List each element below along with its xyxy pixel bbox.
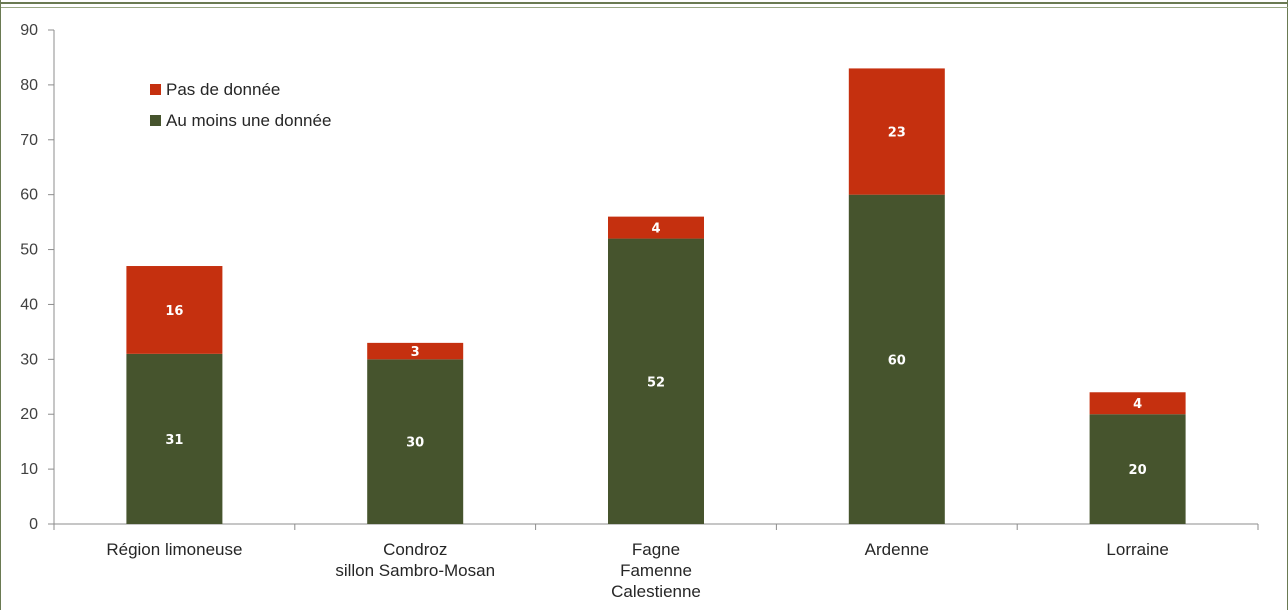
x-category-label-line: Région limoneuse: [106, 540, 242, 559]
bars: 31 16 30 3 52 4 60 23 20 4: [126, 68, 1186, 525]
x-category-label-line: Condroz: [383, 540, 447, 559]
y-axis: 0 10 20 30 40 50 60 70 80 90: [20, 22, 55, 533]
legend-label: Au moins une donnée: [166, 111, 331, 130]
bar-segment: [608, 216, 704, 239]
bar-segment: [1089, 392, 1186, 415]
legend-label: Pas de donnée: [166, 80, 280, 99]
bar-data-label: 52: [647, 375, 665, 390]
bar-segment: [608, 238, 704, 525]
y-tick-label: 30: [20, 351, 38, 368]
x-category-label: Lorraine: [1106, 540, 1168, 559]
bar-segment: [126, 266, 223, 354]
x-category-label-line: sillon Sambro-Mosan: [335, 561, 495, 580]
bar-data-label: 4: [651, 222, 660, 237]
bar-data-label: 30: [406, 436, 424, 451]
bar-data-label: 23: [888, 126, 906, 141]
legend-swatch: [150, 115, 161, 126]
bar-data-label: 31: [165, 433, 183, 448]
top-border-rule-thin: [1, 7, 1288, 8]
y-tick-label: 10: [20, 461, 38, 478]
x-category-label-line: Famenne: [620, 561, 692, 580]
legend-swatch: [150, 84, 161, 95]
top-border-rule: [1, 2, 1288, 4]
bar-data-label: 3: [411, 345, 420, 360]
x-category-label: Région limoneuse: [106, 540, 242, 559]
x-category-label: Ardenne: [865, 540, 929, 559]
bar-data-label: 4: [1133, 397, 1142, 412]
bar-segment: [848, 68, 945, 195]
bar-segment: [848, 194, 945, 524]
bar-segment: [367, 359, 464, 524]
bar-segment: [367, 342, 464, 360]
x-category-label-line: Fagne: [632, 540, 680, 559]
y-tick-label: 40: [20, 296, 38, 313]
y-tick-label: 80: [20, 77, 38, 94]
y-tick-label: 0: [29, 516, 38, 533]
y-tick-label: 70: [20, 132, 38, 149]
bar-data-label: 16: [165, 304, 183, 319]
y-tick-label: 60: [20, 187, 38, 204]
bar-segment: [126, 353, 223, 524]
bar-data-label: 20: [1129, 463, 1147, 478]
x-axis: Région limoneuse Condroz sillon Sambro-Mos…: [53, 523, 1259, 601]
x-category-label: Fagne Famenne Calestienne: [611, 540, 701, 601]
y-tick-label: 50: [20, 242, 38, 259]
x-category-label: Condroz sillon Sambro-Mosan: [335, 540, 495, 580]
legend: Pas de donnée Au moins une donnée: [150, 80, 331, 130]
x-category-label-line: Ardenne: [865, 540, 929, 559]
bar-data-label: 60: [888, 353, 906, 368]
y-tick-label: 90: [20, 22, 38, 39]
bar-segment: [1089, 414, 1186, 524]
x-category-label-line: Calestienne: [611, 582, 701, 601]
x-category-label-line: Lorraine: [1106, 540, 1168, 559]
y-tick-label: 20: [20, 406, 38, 423]
